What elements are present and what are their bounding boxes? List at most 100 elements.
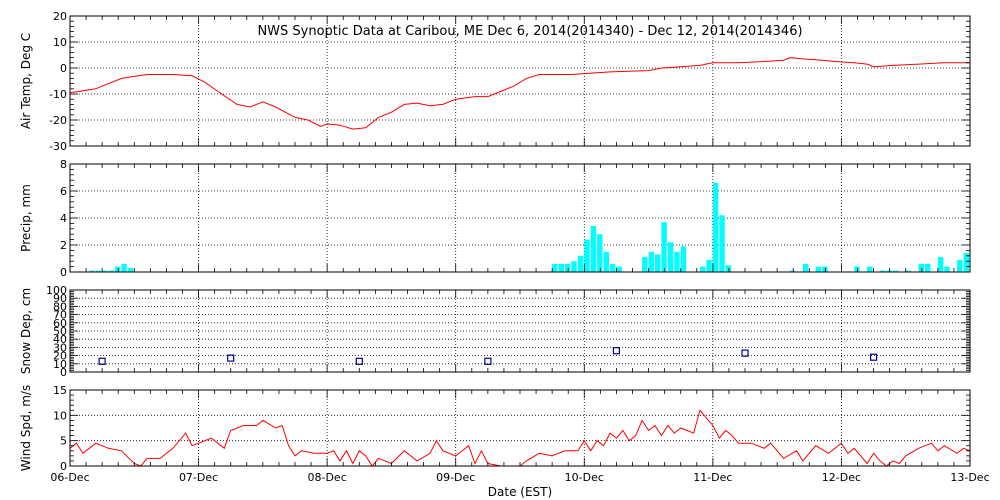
y-tick-label: 8	[60, 158, 67, 171]
y-tick-label: 2	[60, 239, 67, 252]
y-tick-label: -30	[49, 140, 67, 153]
y-tick-label: 4	[60, 212, 67, 225]
air_temp-panel: -30 -20 -10 0 10 20 Air Temp, Deg C	[19, 10, 971, 153]
x-tick-label: 12-Dec	[822, 471, 861, 484]
precip-bar	[655, 254, 661, 272]
snow-depth-point	[869, 353, 878, 361]
snow-depth-point	[612, 347, 621, 355]
precip-bar	[590, 226, 597, 272]
x-tick-label: 11-Dec	[693, 471, 732, 484]
x-tick-label: 06-Dec	[50, 471, 89, 484]
x-tick-label: 07-Dec	[179, 471, 218, 484]
snow-depth-point	[484, 357, 492, 365]
precip-y-axis-label: Precip, mm	[19, 184, 33, 252]
y-tick-label: 50	[53, 325, 67, 338]
precip-bar	[108, 270, 114, 272]
x-tick-labels: 06-Dec 07-Dec 08-Dec 09-Dec 10-Dec 11-Dec 12-D…	[50, 471, 989, 484]
x-tick-label: 09-Dec	[436, 471, 475, 484]
precip-bar	[712, 182, 719, 272]
precip-bar	[680, 246, 687, 272]
snow-depth-point	[98, 357, 106, 365]
y-tick-label: 0	[60, 62, 67, 75]
precip-bar	[725, 265, 732, 273]
y-tick-label: 70	[53, 309, 67, 322]
precip-bar	[558, 263, 564, 272]
precip-bar	[565, 263, 571, 272]
precip-bar	[706, 259, 712, 272]
x-axis-label: Date (EST)	[488, 485, 552, 499]
y-tick-label: 5	[60, 435, 67, 448]
y-tick-label: 60	[53, 317, 67, 330]
precip-bar	[121, 263, 127, 272]
precip-bar	[905, 270, 912, 272]
precip-bar	[880, 270, 886, 272]
air_temp-series-line	[69, 57, 970, 130]
precip-bar	[957, 259, 963, 272]
wind_speed-panel: 0 5 10 15 Wind Spd, m/s	[19, 384, 971, 473]
precip-bar	[925, 263, 931, 272]
y-tick-label: 80	[53, 300, 67, 313]
precip-bar	[937, 257, 944, 272]
precip-bar	[642, 257, 648, 272]
precip-bar	[661, 222, 667, 272]
x-tick-label: 08-Dec	[308, 471, 347, 484]
snow-depth-point	[355, 357, 363, 365]
snow-depth-point	[227, 354, 235, 362]
y-tick-label: 10	[53, 358, 67, 371]
precip-bar	[944, 266, 950, 272]
y-tick-label: 20	[53, 350, 67, 363]
precip-bar	[790, 270, 796, 272]
air_temp-y-axis-label: Air Temp, Deg C	[19, 33, 33, 129]
wind_speed-series-line	[69, 409, 971, 467]
y-tick-label: 0	[60, 460, 67, 473]
y-tick-label: 100	[46, 284, 67, 297]
precip-bar	[815, 266, 822, 272]
precip-bar	[918, 263, 924, 272]
x-tick-label: 10-Dec	[565, 471, 604, 484]
precip-bar	[667, 242, 674, 272]
precip-bar	[597, 234, 603, 272]
y-tick-label: 0	[60, 366, 67, 379]
y-tick-label: 0	[60, 266, 67, 279]
precip-bar	[571, 261, 577, 272]
wind_speed-frame	[69, 389, 971, 467]
precip-bar	[886, 270, 892, 272]
x-tick-label: 13-Dec	[950, 471, 989, 484]
precip-bar	[577, 255, 584, 272]
precip-bar	[648, 251, 654, 273]
y-tick-label: 10	[53, 409, 67, 422]
y-tick-label: 20	[53, 10, 67, 23]
y-tick-label: -20	[49, 114, 67, 127]
y-tick-label: 10	[53, 36, 67, 49]
precip-panel: 0 2 4 6 8 Precip, mm	[19, 158, 971, 279]
chart-title: NWS Synoptic Data at Caribou, ME Dec 6, …	[257, 24, 802, 39]
precip-bar	[802, 263, 809, 272]
precip-bar	[616, 266, 622, 272]
precip-bar	[674, 251, 680, 273]
precip-bar	[822, 266, 828, 272]
y-tick-label: 15	[53, 384, 67, 397]
precip-bar	[115, 266, 121, 272]
precip-bar	[95, 270, 102, 272]
y-tick-label: -10	[49, 88, 67, 101]
precip-bar	[102, 270, 108, 272]
precip-bar	[700, 266, 706, 272]
y-tick-label: 40	[53, 333, 67, 346]
precip-bar	[892, 270, 899, 272]
y-tick-label: 90	[53, 292, 67, 305]
precip-bar	[963, 253, 969, 272]
precip-bar	[854, 266, 860, 272]
precip-bar	[603, 251, 609, 273]
precip-bar	[89, 270, 95, 272]
precip-bar	[610, 263, 616, 272]
precip-bar	[584, 239, 590, 272]
precip-bar	[552, 263, 558, 272]
precip-bar	[127, 267, 134, 272]
y-tick-label: 30	[53, 341, 67, 354]
wind_speed-y-axis-label: Wind Spd, m/s	[19, 385, 33, 471]
snow-depth-point	[741, 349, 749, 357]
precip-bar	[719, 215, 725, 272]
